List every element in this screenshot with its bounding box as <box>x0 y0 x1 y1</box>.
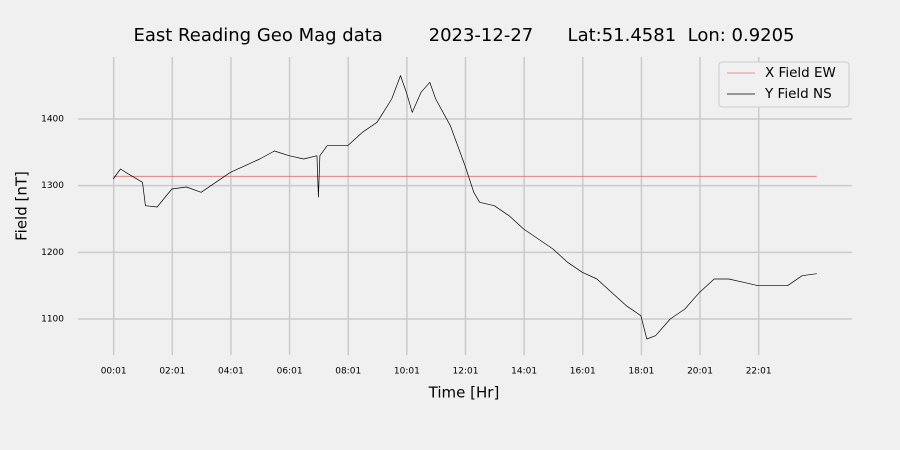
y-tick-label: 1100 <box>41 315 64 325</box>
chart-title: East Reading Geo Mag data 2023-12-27 Lat… <box>133 25 794 46</box>
x-tick-label: 00:01 <box>101 367 127 377</box>
legend-label: X Field EW <box>765 65 836 81</box>
x-tick-label: 04:01 <box>218 367 244 377</box>
x-tick-label: 18:01 <box>628 367 654 377</box>
y-tick-label: 1300 <box>41 181 64 191</box>
y-axis-label: Field [nT] <box>13 171 31 241</box>
legend-label: Y Field NS <box>764 86 832 102</box>
x-tick-label: 16:01 <box>570 367 596 377</box>
grid <box>78 57 852 355</box>
x-axis-label: Time [Hr] <box>428 384 500 402</box>
y-tick-label: 1400 <box>41 115 64 125</box>
x-tick-label: 20:01 <box>687 367 713 377</box>
legend: X Field EW Y Field NS <box>718 61 850 108</box>
x-tick-label: 08:01 <box>335 367 361 377</box>
x-tick-label: 02:01 <box>159 367 185 377</box>
x-tick-label: 22:01 <box>746 367 772 377</box>
x-tick-label: 10:01 <box>394 367 420 377</box>
x-tick-label: 14:01 <box>511 367 537 377</box>
x-tick-label: 06:01 <box>277 367 303 377</box>
x-tick-label: 12:01 <box>453 367 479 377</box>
series-line <box>112 75 817 340</box>
plot-lines <box>112 75 817 340</box>
y-tick-label: 1200 <box>41 248 64 258</box>
